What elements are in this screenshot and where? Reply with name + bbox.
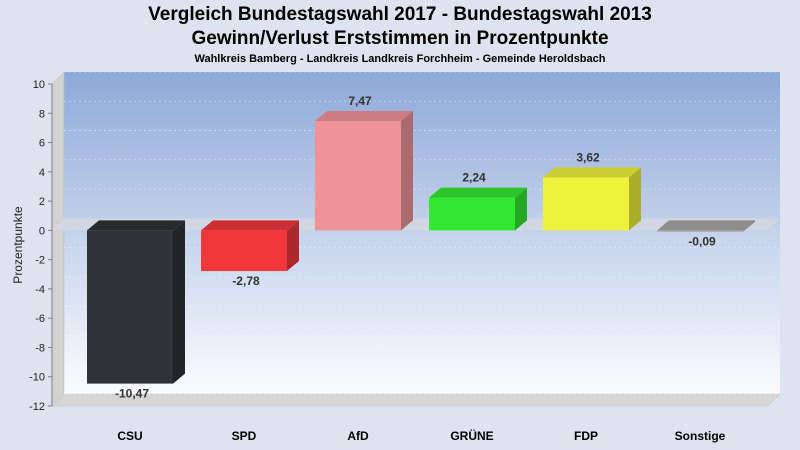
bar-top [201,220,299,231]
bar-fdp [543,167,641,231]
bar-side [743,220,755,232]
bar-front [315,121,401,231]
y-tick-label: 10 [33,79,45,91]
bar-side [173,220,185,384]
chart-title: Vergleich Bundestagswahl 2017 - Bundesta… [148,4,652,25]
bar-spd [201,220,299,272]
bar-top [315,111,413,122]
bar-side [515,187,527,231]
bar-front [87,230,173,384]
x-tick-label: SPD [232,429,257,443]
data-label: 2,24 [462,171,486,185]
x-tick-label: AfD [347,429,369,443]
x-tick-label: Sonstige [675,429,726,443]
y-tick-label: 2 [39,196,45,208]
bar-top [543,167,641,178]
bar-front [201,230,287,272]
data-label: 7,47 [348,94,372,108]
bar-front [657,230,743,232]
data-label: -0,09 [688,235,716,249]
chart-subtitle: Gewinn/Verlust Erststimmen in Prozentpun… [191,28,609,49]
data-label: -10,47 [115,387,149,401]
bar-side [287,220,299,272]
bar-front [543,177,629,231]
x-tick-label: FDP [574,429,598,443]
bar-front [429,197,515,231]
bar-top [429,187,527,198]
bar-grüne [429,187,527,231]
y-tick-label: 0 [39,225,45,237]
chart-caption: Wahlkreis Bamberg - Landkreis Landkreis … [194,53,606,65]
bar-sonstige [657,220,755,232]
y-tick-label: -2 [35,255,45,267]
bar-side [629,167,641,231]
bar-afd [315,111,413,231]
bar-side [401,111,413,231]
y-tick-label: -6 [35,313,45,325]
plot-side-wall [51,71,65,407]
y-tick-label: -10 [29,372,45,384]
bar-csu [87,220,185,384]
data-label: -2,78 [232,274,260,288]
y-axis-title: Prozentpunkte [11,206,25,284]
x-tick-label: GRÜNE [450,428,493,443]
y-tick-label: 6 [39,138,45,150]
bar-top [657,220,755,231]
plot-floor [51,393,781,407]
x-tick-label: CSU [117,429,142,443]
y-tick-label: -4 [35,284,45,296]
bar-top [87,220,185,231]
data-label: 3,62 [576,150,600,164]
y-tick-label: -12 [29,401,45,413]
y-tick-label: -8 [35,342,45,354]
y-tick-label: 8 [39,108,45,120]
y-tick-label: 4 [39,167,45,179]
